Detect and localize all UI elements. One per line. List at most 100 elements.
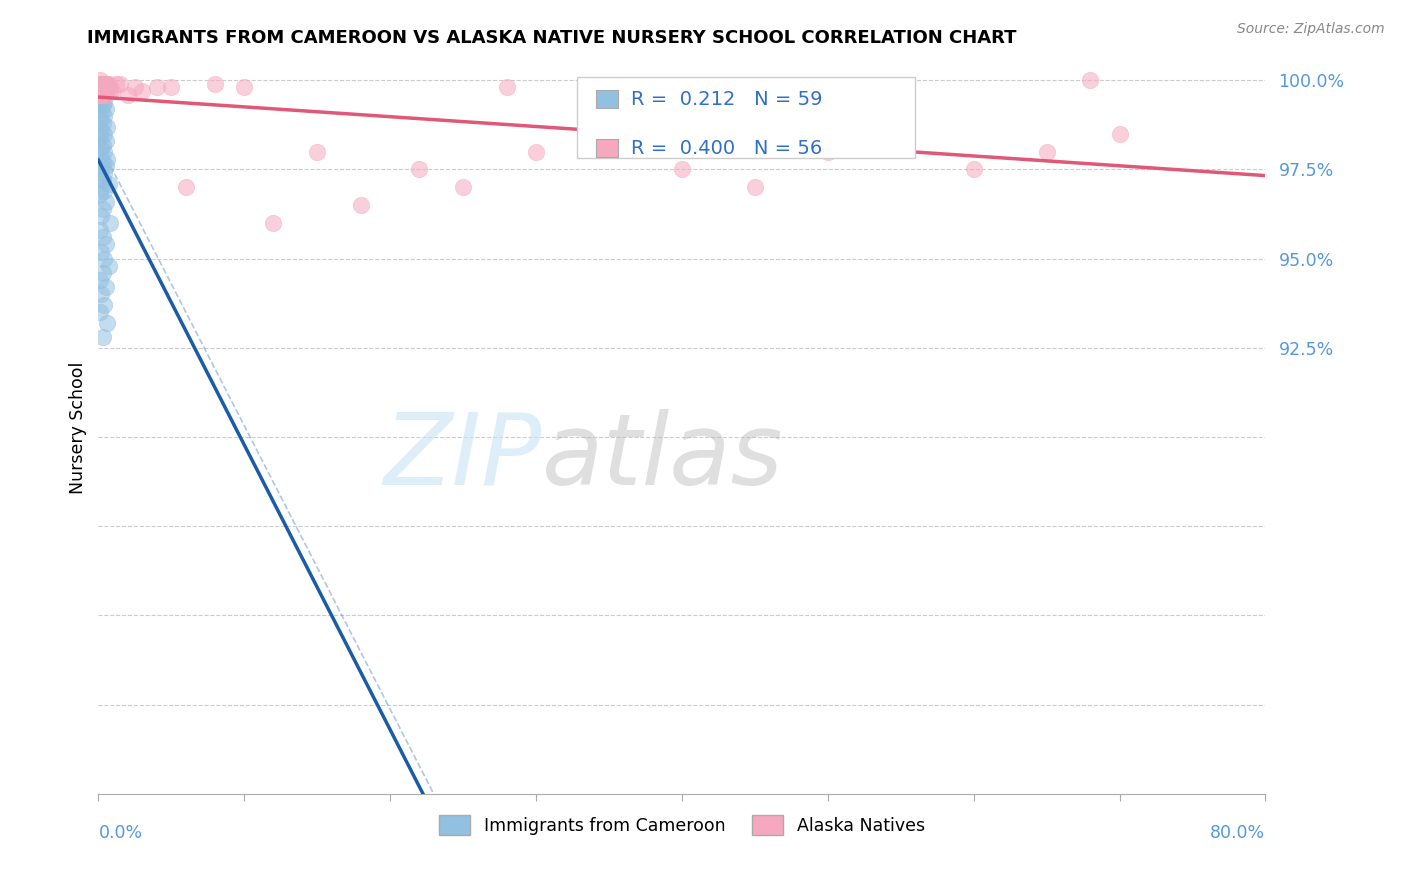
Point: [90, 91, 112, 105]
Point: [93, 80, 115, 95]
Point: [204, 77, 226, 91]
Point: [94, 134, 117, 148]
Point: [93, 252, 115, 266]
Point: [89, 98, 111, 112]
Point: [1035, 145, 1057, 159]
Point: [451, 180, 474, 194]
Point: [90, 287, 112, 301]
Point: [160, 80, 183, 95]
Point: [94, 102, 117, 116]
Point: [91, 84, 114, 98]
Point: [90, 209, 112, 223]
Point: [1108, 127, 1130, 141]
Point: [94, 194, 117, 209]
Point: [89, 87, 111, 102]
Point: [90, 162, 112, 177]
Point: [91, 87, 114, 102]
Point: [131, 84, 153, 98]
Point: [98, 216, 121, 230]
Point: [89, 223, 111, 237]
Point: [96, 84, 118, 98]
FancyBboxPatch shape: [596, 139, 619, 157]
Point: [96, 152, 118, 166]
Point: [408, 162, 430, 177]
Point: [90, 84, 112, 98]
Point: [91, 80, 114, 95]
Point: [89, 112, 111, 127]
Point: [91, 266, 114, 280]
Point: [91, 230, 114, 244]
Point: [89, 148, 111, 162]
Point: [100, 84, 122, 98]
Point: [890, 109, 912, 123]
Point: [91, 202, 114, 216]
Text: 0.0%: 0.0%: [98, 824, 142, 842]
Point: [89, 273, 111, 287]
Point: [97, 80, 120, 95]
Point: [89, 187, 111, 202]
Point: [90, 77, 112, 91]
Point: [93, 109, 115, 123]
Point: [89, 305, 111, 319]
Point: [93, 145, 115, 159]
Point: [97, 77, 120, 91]
Point: [598, 127, 620, 141]
Point: [90, 77, 112, 91]
Point: [1080, 73, 1102, 87]
Point: [96, 77, 118, 91]
Point: [233, 80, 256, 95]
FancyBboxPatch shape: [576, 77, 915, 158]
Point: [350, 198, 373, 212]
Point: [93, 95, 115, 109]
Point: [90, 84, 112, 98]
Point: [110, 77, 132, 91]
Point: [94, 80, 117, 95]
Point: [89, 80, 111, 95]
Point: [91, 116, 114, 130]
Point: [93, 87, 115, 102]
Point: [524, 145, 547, 159]
Point: [174, 180, 197, 194]
Point: [91, 87, 114, 102]
Point: [91, 80, 114, 95]
Text: 80.0%: 80.0%: [1211, 824, 1265, 842]
Point: [96, 120, 118, 134]
Point: [89, 130, 111, 145]
Point: [93, 298, 115, 312]
Point: [94, 237, 117, 252]
Point: [98, 84, 121, 98]
Text: ZIP: ZIP: [384, 409, 541, 506]
Point: [91, 77, 114, 91]
Point: [96, 316, 118, 330]
Text: Source: ZipAtlas.com: Source: ZipAtlas.com: [1237, 22, 1385, 37]
Point: [89, 169, 111, 184]
Point: [744, 180, 766, 194]
Point: [124, 80, 146, 95]
Point: [94, 77, 117, 91]
Point: [94, 80, 117, 95]
Point: [90, 244, 112, 259]
Point: [91, 98, 114, 112]
Point: [97, 177, 120, 191]
Point: [93, 127, 115, 141]
Point: [91, 137, 114, 152]
Point: [90, 141, 112, 155]
Point: [89, 73, 111, 87]
Point: [90, 123, 112, 137]
Point: [93, 184, 115, 198]
Point: [91, 77, 114, 91]
Point: [89, 87, 111, 102]
Point: [104, 77, 127, 91]
Text: R =  0.212   N = 59: R = 0.212 N = 59: [631, 89, 823, 109]
Point: [117, 87, 139, 102]
Point: [94, 280, 117, 294]
Point: [94, 87, 117, 102]
Point: [93, 77, 115, 91]
Point: [94, 84, 117, 98]
Point: [93, 80, 115, 95]
Point: [93, 166, 115, 180]
Point: [97, 80, 120, 95]
Point: [93, 84, 115, 98]
Point: [91, 80, 114, 95]
Point: [91, 155, 114, 169]
